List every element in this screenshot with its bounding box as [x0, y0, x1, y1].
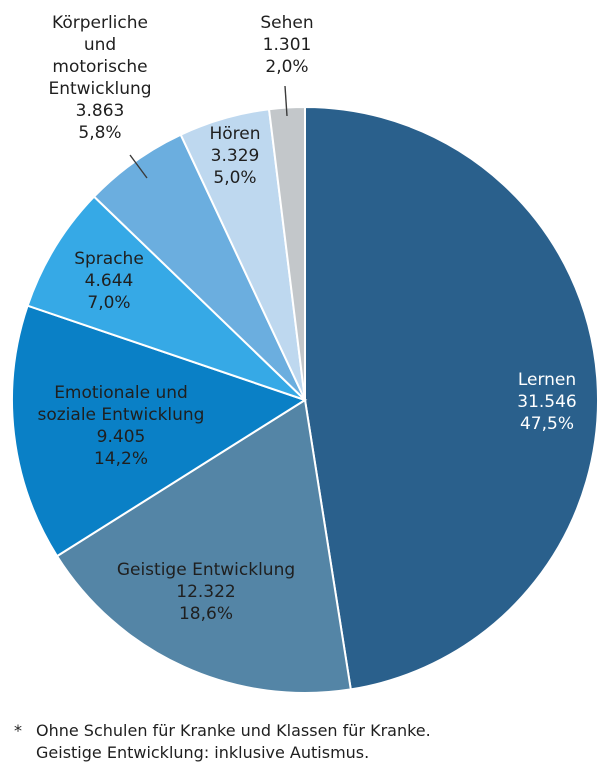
label-lernen-percent: 47,5%: [520, 414, 574, 434]
pie-chart: Lernen 31.546 47,5% Geistige Entwicklung 12.…: [11, 13, 599, 694]
label-koerperliche-motorische-entwicklung-name-0: Körperliche: [52, 13, 148, 33]
label-geistige-entwicklung: Geistige Entwicklung 12.322 18,6%: [117, 560, 295, 624]
label-emotionale-soziale-entwicklung-name-1: soziale Entwicklung: [38, 405, 205, 425]
pie-slice-sprache: [26, 195, 306, 401]
label-sprache-name-0: Sprache: [74, 249, 144, 269]
label-koerperliche-motorische-entwicklung-name-2: motorische: [52, 57, 147, 77]
footnote-line-1: * Ohne Schulen für Kranke und Klassen fü…: [14, 720, 599, 742]
footnote-mark: *: [14, 721, 22, 740]
pie-slice-lernen: [304, 105, 599, 691]
label-emotionale-soziale-entwicklung: Emotionale und soziale Entwicklung 9.405 14…: [38, 383, 205, 469]
label-sehen: Sehen 1.301 2,0%: [260, 13, 313, 77]
label-geistige-entwicklung-name-0: Geistige Entwicklung: [117, 560, 295, 580]
pie-slice-geistige-entwicklung: [55, 398, 352, 694]
label-lernen-name-0: Lernen: [518, 370, 576, 390]
leader-line-koerperliche-motorische-entwicklung: [129, 154, 148, 179]
footnote-line-2: Geistige Entwicklung: inklusive Autismus…: [14, 742, 599, 764]
label-sprache-percent: 7,0%: [87, 293, 130, 313]
label-koerperliche-motorische-entwicklung-name-3: Entwicklung: [48, 79, 151, 99]
label-emotionale-soziale-entwicklung-value: 9.405: [97, 427, 146, 447]
label-koerperliche-motorische-entwicklung-name-1: und: [84, 35, 116, 55]
footnote-text-2: Geistige Entwicklung: inklusive Autismus…: [36, 743, 370, 762]
label-sprache: Sprache 4.644 7,0%: [74, 249, 144, 313]
label-lernen-value: 31.546: [517, 392, 576, 412]
label-sprache-value: 4.644: [85, 271, 134, 291]
footnote: * Ohne Schulen für Kranke und Klassen fü…: [14, 720, 599, 764]
label-koerperliche-motorische-entwicklung-percent: 5,8%: [78, 123, 121, 143]
label-hoeren: Hören 3.329 5,0%: [209, 124, 260, 188]
label-emotionale-soziale-entwicklung-percent: 14,2%: [94, 449, 148, 469]
label-geistige-entwicklung-value: 12.322: [176, 582, 235, 602]
label-geistige-entwicklung-percent: 18,6%: [179, 604, 233, 624]
leader-line-sehen: [284, 85, 288, 117]
label-koerperliche-motorische-entwicklung-value: 3.863: [76, 101, 125, 121]
label-lernen: Lernen 31.546 47,5%: [517, 370, 576, 434]
pie-slice-emotionale-soziale-entwicklung: [11, 304, 308, 558]
label-sehen-name-0: Sehen: [260, 13, 313, 33]
label-hoeren-name-0: Hören: [209, 124, 260, 144]
label-hoeren-percent: 5,0%: [213, 168, 256, 188]
label-sehen-value: 1.301: [263, 35, 312, 55]
footnote-text-1: Ohne Schulen für Kranke und Klassen für …: [36, 721, 431, 740]
label-emotionale-soziale-entwicklung-name-0: Emotionale und: [54, 383, 188, 403]
label-koerperliche-motorische-entwicklung: Körperliche und motorische Entwicklung 3.863…: [48, 13, 151, 143]
label-hoeren-value: 3.329: [211, 146, 260, 166]
label-sehen-percent: 2,0%: [265, 57, 308, 77]
